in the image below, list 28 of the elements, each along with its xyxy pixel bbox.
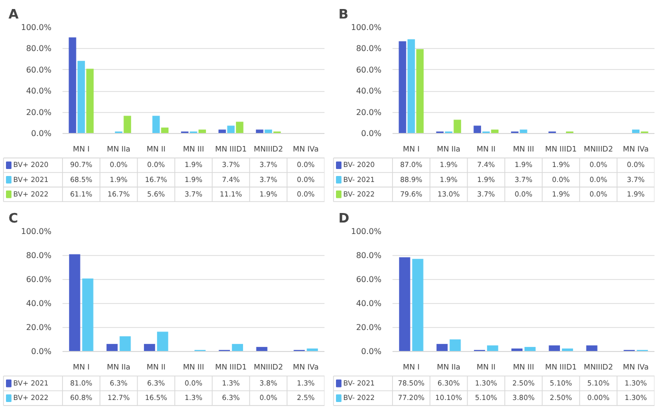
y-tick-label: 80.0% bbox=[356, 44, 382, 54]
y-tick-label: 40.0% bbox=[26, 299, 52, 308]
y-tick-label: 60.0% bbox=[356, 65, 382, 74]
chart-title: C bbox=[8, 212, 18, 226]
y-tick-label: 0.0% bbox=[31, 129, 52, 138]
y-tick-label: 60.0% bbox=[26, 65, 52, 74]
y-tick-label: 0.0% bbox=[361, 347, 382, 356]
y-tick-label: 100.0% bbox=[350, 23, 382, 32]
y-tick-label: 60.0% bbox=[356, 275, 382, 284]
y-tick-label: 0.0% bbox=[31, 347, 52, 356]
y-tick-label: 20.0% bbox=[356, 108, 382, 117]
chart-title: D bbox=[338, 212, 350, 226]
y-tick-label: 20.0% bbox=[26, 323, 52, 332]
y-tick-label: 80.0% bbox=[26, 44, 52, 54]
y-tick-label: 60.0% bbox=[26, 275, 52, 284]
y-tick-label: 20.0% bbox=[356, 323, 382, 332]
chart-title: A bbox=[8, 8, 19, 22]
y-tick-label: 0.0% bbox=[361, 129, 382, 138]
chart-title: B bbox=[338, 8, 348, 22]
y-tick-label: 20.0% bbox=[26, 108, 52, 117]
y-tick-label: 80.0% bbox=[26, 251, 52, 260]
y-tick-label: 100.0% bbox=[20, 227, 52, 236]
y-tick-label: 100.0% bbox=[20, 23, 52, 32]
y-tick-label: 40.0% bbox=[356, 86, 382, 96]
y-tick-label: 100.0% bbox=[350, 227, 382, 236]
y-tick-label: 40.0% bbox=[26, 86, 52, 96]
y-tick-label: 40.0% bbox=[356, 299, 382, 308]
y-tick-label: 80.0% bbox=[356, 251, 382, 260]
